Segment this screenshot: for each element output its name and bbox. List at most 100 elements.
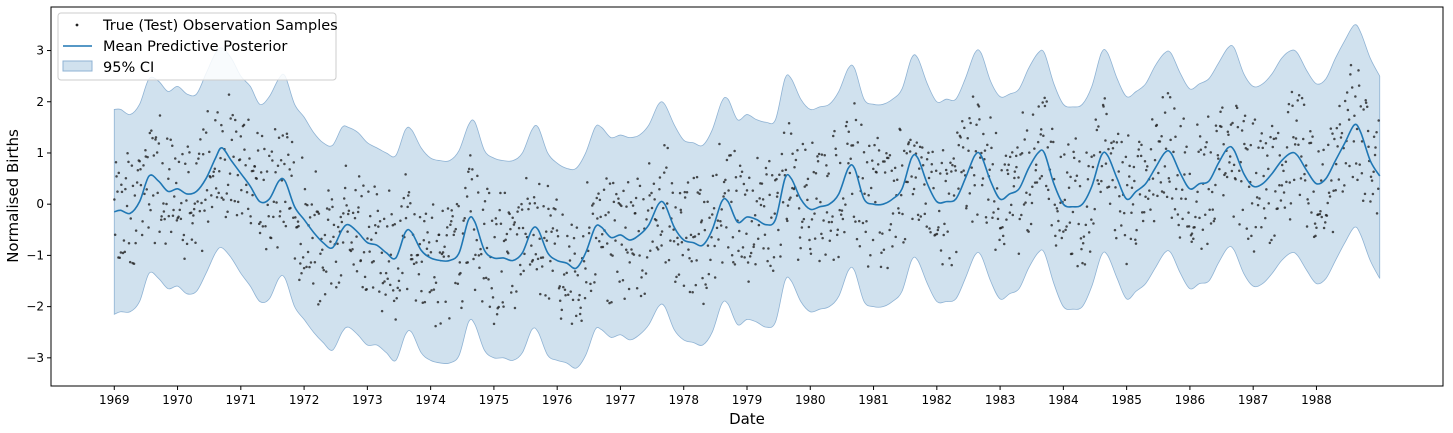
observation-point: [1359, 105, 1363, 108]
observation-point: [1045, 100, 1048, 103]
observation-point: [577, 298, 580, 302]
observation-point: [202, 128, 205, 131]
observation-point: [509, 291, 513, 294]
observation-point: [918, 145, 922, 149]
observation-point: [561, 213, 564, 216]
observation-point: [827, 172, 830, 175]
observation-point: [236, 173, 240, 177]
observation-point: [173, 195, 176, 198]
observation-point: [671, 191, 675, 195]
observation-point: [181, 238, 185, 242]
observation-point: [786, 204, 790, 207]
observation-point: [794, 158, 798, 162]
observation-point: [1033, 147, 1036, 150]
observation-point: [380, 251, 384, 254]
observation-point: [708, 216, 711, 219]
observation-point: [308, 265, 311, 269]
observation-point: [542, 205, 545, 208]
observation-point: [330, 198, 334, 201]
observation-point: [978, 118, 981, 121]
observation-point: [350, 241, 353, 244]
observation-point: [135, 181, 139, 184]
observation-point: [543, 236, 546, 240]
observation-point: [693, 235, 697, 238]
observation-point: [800, 226, 804, 229]
observation-point: [827, 220, 831, 224]
observation-point: [1100, 164, 1104, 168]
observation-point: [1127, 134, 1130, 137]
observation-point: [833, 129, 836, 133]
observation-point: [570, 223, 573, 226]
observation-point: [1001, 234, 1005, 238]
observation-point: [742, 182, 746, 186]
observation-point: [331, 205, 334, 209]
observation-point: [837, 255, 840, 259]
observation-point: [483, 199, 487, 203]
observation-point: [1249, 143, 1253, 147]
observation-point: [226, 183, 230, 187]
observation-point: [787, 121, 791, 125]
observation-point: [730, 200, 733, 204]
observation-point: [1229, 123, 1233, 126]
observation-point: [1246, 237, 1250, 241]
observation-point: [771, 269, 775, 273]
observation-point: [769, 264, 772, 268]
observation-point: [967, 149, 970, 152]
observation-point: [638, 254, 641, 257]
observation-point: [994, 248, 997, 252]
observation-point: [397, 279, 401, 283]
observation-point: [1311, 135, 1314, 138]
observation-point: [647, 162, 651, 165]
observation-point: [308, 216, 312, 219]
observation-point: [849, 157, 852, 160]
observation-point: [429, 251, 433, 254]
observation-point: [1187, 225, 1191, 228]
observation-point: [1203, 213, 1207, 216]
observation-point: [660, 230, 664, 233]
observation-point: [1151, 118, 1154, 121]
observation-point: [1241, 208, 1245, 212]
observation-point: [454, 281, 457, 285]
observation-point: [980, 183, 984, 187]
observation-point: [247, 118, 250, 121]
observation-point: [1170, 197, 1174, 200]
observation-point: [218, 170, 221, 173]
observation-point: [1211, 208, 1214, 211]
observation-point: [749, 251, 753, 255]
observation-point: [815, 197, 818, 200]
observation-point: [380, 309, 384, 313]
observation-point: [883, 171, 887, 174]
observation-point: [869, 254, 872, 257]
observation-point: [1297, 94, 1301, 97]
observation-point: [1254, 171, 1258, 175]
observation-point: [1337, 178, 1341, 181]
observation-point: [351, 211, 355, 215]
observation-point: [559, 317, 563, 320]
observation-point: [1250, 202, 1254, 205]
observation-point: [930, 170, 933, 174]
observation-point: [471, 168, 474, 171]
legend-mean-label: Mean Predictive Posterior: [103, 39, 287, 55]
observation-point: [700, 219, 704, 222]
observation-point: [312, 282, 315, 285]
observation-point: [674, 280, 677, 283]
observation-point: [186, 145, 190, 148]
observation-point: [1302, 103, 1306, 106]
observation-point: [947, 192, 951, 195]
observation-point: [1161, 96, 1165, 99]
observation-point: [279, 159, 283, 162]
observation-point: [1053, 203, 1057, 207]
observation-point: [993, 200, 996, 203]
observation-point: [1247, 185, 1251, 189]
observation-point: [655, 246, 659, 249]
observation-point: [523, 252, 526, 256]
observation-point: [325, 207, 329, 210]
observation-point: [336, 242, 339, 246]
observation-point: [425, 247, 429, 250]
observation-point: [1206, 115, 1210, 118]
observation-point: [1018, 217, 1021, 221]
observation-point: [273, 127, 277, 131]
observation-point: [664, 261, 667, 264]
observation-point: [313, 213, 316, 217]
observation-point: [381, 281, 385, 285]
